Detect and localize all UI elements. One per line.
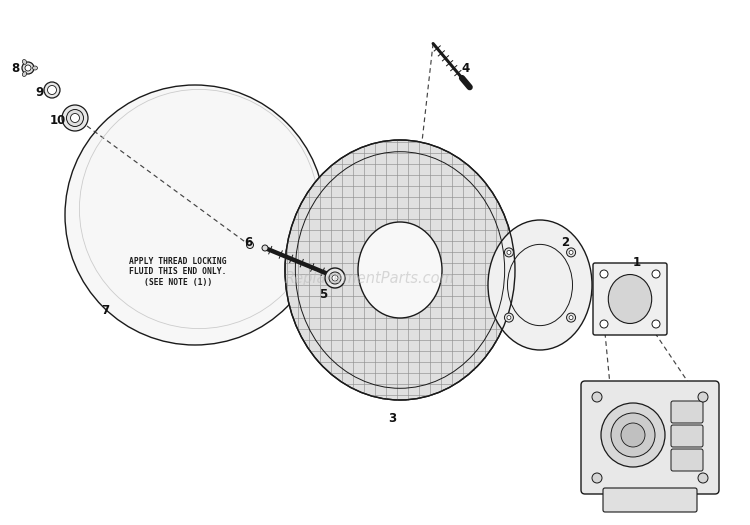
Circle shape (67, 110, 83, 127)
FancyBboxPatch shape (603, 488, 697, 512)
FancyBboxPatch shape (581, 381, 719, 494)
FancyBboxPatch shape (671, 425, 703, 447)
Circle shape (652, 270, 660, 278)
Circle shape (592, 473, 602, 483)
Circle shape (329, 272, 341, 284)
Circle shape (65, 85, 325, 345)
Circle shape (698, 473, 708, 483)
Circle shape (566, 313, 575, 322)
Text: 10: 10 (50, 113, 66, 127)
Circle shape (507, 250, 511, 255)
Circle shape (22, 62, 34, 74)
Ellipse shape (285, 140, 515, 400)
Circle shape (569, 316, 573, 320)
Circle shape (592, 392, 602, 402)
Text: 8: 8 (10, 61, 20, 75)
Circle shape (332, 275, 338, 281)
Circle shape (325, 268, 345, 288)
Text: 3: 3 (388, 412, 396, 425)
Circle shape (507, 316, 511, 320)
Ellipse shape (32, 66, 38, 70)
Circle shape (44, 82, 60, 98)
Ellipse shape (22, 59, 27, 65)
Circle shape (698, 392, 708, 402)
Circle shape (600, 270, 608, 278)
Ellipse shape (608, 275, 652, 323)
Circle shape (652, 320, 660, 328)
Text: 2: 2 (561, 236, 569, 249)
Text: 9: 9 (34, 86, 43, 99)
Circle shape (621, 423, 645, 447)
Text: 1: 1 (633, 256, 641, 268)
Circle shape (62, 105, 88, 131)
Circle shape (505, 248, 514, 257)
Text: 7: 7 (101, 303, 109, 317)
FancyBboxPatch shape (671, 449, 703, 471)
Circle shape (247, 242, 254, 248)
Circle shape (25, 65, 31, 71)
Circle shape (600, 320, 608, 328)
Text: 5: 5 (319, 288, 327, 300)
Circle shape (611, 413, 655, 457)
Circle shape (262, 245, 268, 251)
Ellipse shape (488, 220, 592, 350)
Ellipse shape (358, 222, 442, 318)
Ellipse shape (22, 72, 27, 77)
Text: 6: 6 (244, 236, 252, 249)
Circle shape (601, 403, 665, 467)
Circle shape (566, 248, 575, 257)
FancyBboxPatch shape (671, 401, 703, 423)
Circle shape (505, 313, 514, 322)
Circle shape (47, 86, 56, 94)
Text: ReplacementParts.com: ReplacementParts.com (285, 270, 455, 286)
Circle shape (70, 113, 80, 122)
Text: APPLY THREAD LOCKING
FLUID THIS END ONLY.
(SEE NOTE (1)): APPLY THREAD LOCKING FLUID THIS END ONLY… (129, 257, 226, 287)
Text: 4: 4 (462, 61, 470, 75)
FancyBboxPatch shape (593, 263, 667, 335)
Circle shape (569, 250, 573, 255)
